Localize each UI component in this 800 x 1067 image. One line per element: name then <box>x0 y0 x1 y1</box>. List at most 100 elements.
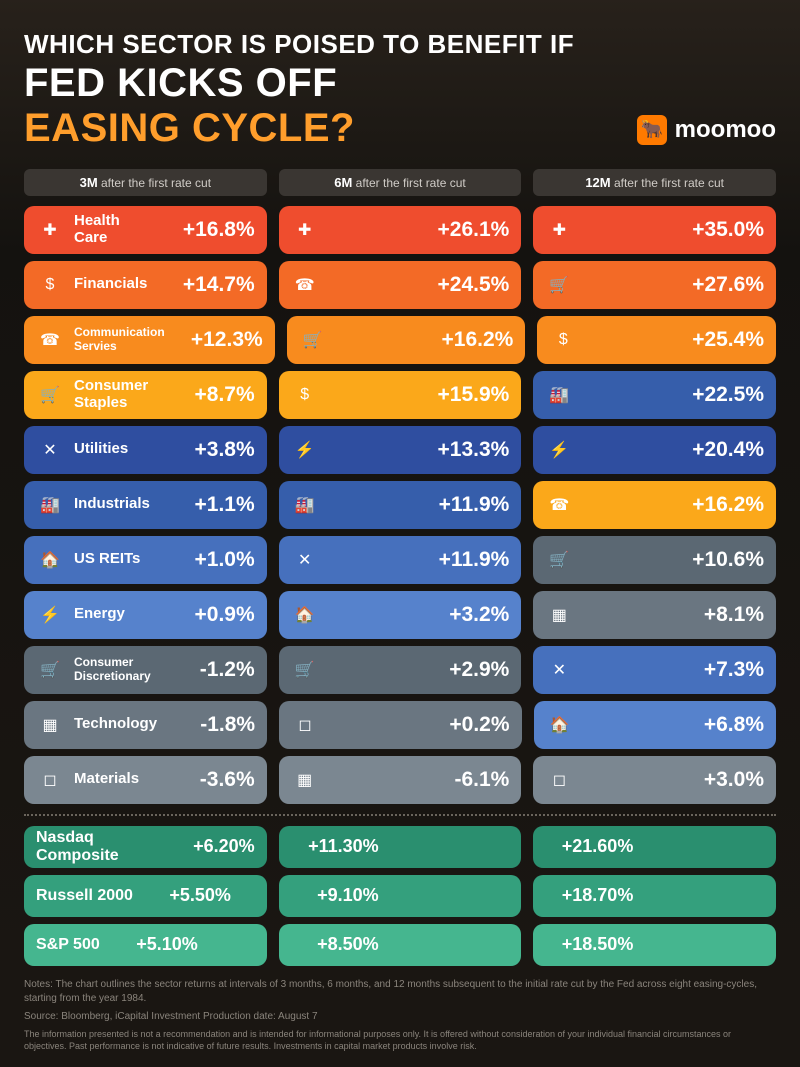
index-cell: Nasdaq Composite+6.20% <box>24 826 267 868</box>
sector-cell: ✚+26.1% <box>279 206 522 254</box>
sector-cell: 🏭 +11.9% <box>279 481 522 529</box>
sector-value: +3.2% <box>421 603 509 627</box>
sector-icon: ⚡ <box>36 601 64 629</box>
sector-value: +16.2% <box>425 328 513 352</box>
sector-icon: ☎ <box>291 271 319 299</box>
sector-name: Consumer Discretionary <box>74 656 157 682</box>
sector-icon: $ <box>291 381 319 409</box>
sector-value: -1.2% <box>167 658 255 682</box>
notes-fine: The information presented is not a recom… <box>24 1028 776 1053</box>
divider <box>24 814 776 816</box>
page-title: WHICH SECTOR IS POISED TO BENEFIT IF FED… <box>24 28 776 151</box>
sector-name: Technology <box>74 716 157 733</box>
sector-value: +2.9% <box>421 658 509 682</box>
sector-cell: 🛒 +2.9% <box>279 646 522 694</box>
sector-cell: 🏭Industrials+1.1% <box>24 481 267 529</box>
notes: Notes: The chart outlines the sector ret… <box>24 978 776 1053</box>
sector-cell: $Financials+14.7% <box>24 261 267 309</box>
sector-name: Financials <box>74 276 157 293</box>
sector-icon: ✚ <box>291 216 319 244</box>
index-cell: +21.60% <box>533 826 776 868</box>
sector-value: +20.4% <box>676 438 764 462</box>
sector-value: +10.6% <box>676 548 764 572</box>
sector-icon: ✚ <box>36 216 64 244</box>
sector-icon: 🏭 <box>545 381 573 409</box>
sector-cell: ✚+35.0% <box>533 206 776 254</box>
sector-row: ▦ Technology -1.8% ◻+0.2% 🏠+6.8% <box>24 701 776 749</box>
brand-logo: 🐂 moomoo <box>637 115 776 145</box>
sector-cell: ⚡+20.4% <box>533 426 776 474</box>
sector-name: Consumer Staples <box>74 378 157 411</box>
sector-value: +24.5% <box>421 273 509 297</box>
sector-icon: 🛒 <box>36 381 64 409</box>
sector-value: +14.7% <box>167 273 255 297</box>
sector-cell: $+25.4% <box>537 316 776 364</box>
sector-name: Energy <box>74 606 157 623</box>
index-value: +6.20% <box>167 836 255 857</box>
column-header: 3M after the first rate cut <box>24 169 267 196</box>
sector-value: +8.7% <box>167 383 255 407</box>
sector-value: +15.9% <box>421 383 509 407</box>
sector-row: ⚡Energy+0.9%🏠+3.2%▦+8.1% <box>24 591 776 639</box>
sector-value: +35.0% <box>676 218 764 242</box>
index-value: +9.10% <box>291 885 379 906</box>
sector-cell: ☎ +24.5% <box>279 261 522 309</box>
sector-row: ◻Materials-3.6%▦-6.1%◻+3.0% <box>24 756 776 804</box>
sector-value: +11.9% <box>421 493 509 517</box>
sector-icon: ◻ <box>545 766 573 794</box>
title-line3: EASING CYCLE? <box>24 106 355 151</box>
sector-value: +6.8% <box>676 713 764 737</box>
sector-icon: ☎ <box>36 326 64 354</box>
sector-cell: 🏠+6.8% <box>534 701 776 749</box>
sector-cell: ☎+16.2% <box>533 481 776 529</box>
sector-icon: 🛒 <box>291 656 319 684</box>
sector-value: -6.1% <box>421 768 509 792</box>
index-value: +5.10% <box>110 934 198 955</box>
sector-value: +3.8% <box>167 438 255 462</box>
sector-icon: ✕ <box>291 546 319 574</box>
index-cell: Russell 2000+5.50% <box>24 875 267 917</box>
sector-name: US REITs <box>74 551 157 568</box>
sector-value: +12.3% <box>175 328 263 352</box>
sector-cell: ◻+3.0% <box>533 756 776 804</box>
sector-row: 🏠US REITs+1.0%✕+11.9%🛒+10.6% <box>24 536 776 584</box>
index-name: Russell 2000 <box>36 887 133 905</box>
brand-name: moomoo <box>675 116 776 144</box>
sector-cell: ▦ Technology -1.8% <box>24 701 267 749</box>
sector-value: +11.9% <box>421 548 509 572</box>
sector-row: $Financials+14.7%☎+24.5%🛒+27.6% <box>24 261 776 309</box>
index-value: +8.50% <box>291 934 379 955</box>
sector-cell: 🏭+22.5% <box>533 371 776 419</box>
sector-value: +1.0% <box>167 548 255 572</box>
sector-cell: ✕Utilities+3.8% <box>24 426 267 474</box>
sector-icon: 🏭 <box>291 491 319 519</box>
sector-cell: $ +15.9% <box>279 371 522 419</box>
index-value: +21.60% <box>545 836 633 857</box>
index-cell: +9.10% <box>279 875 522 917</box>
sector-row: 🛒Consumer Discretionary-1.2%🛒+2.9%✕+7.3% <box>24 646 776 694</box>
index-row: S&P 500+5.10%+8.50%+18.50% <box>24 924 776 966</box>
sector-cell: ⚡ Energy +0.9% <box>24 591 267 639</box>
sector-value: +0.9% <box>167 603 255 627</box>
sector-name: Health Care <box>74 213 157 246</box>
sector-value: +13.3% <box>421 438 509 462</box>
sector-icon: ◻ <box>36 766 64 794</box>
index-cell: +8.50% <box>279 924 522 966</box>
title-line2: FED KICKS OFF <box>24 61 355 106</box>
sector-icon: ▦ <box>36 711 64 739</box>
notes-source: Source: Bloomberg, iCapital Investment P… <box>24 1010 776 1024</box>
sector-cell: ◻+0.2% <box>279 701 521 749</box>
sector-cell: ✕ +11.9% <box>279 536 522 584</box>
sector-cell: 🛒 Consumer Staples +8.7% <box>24 371 267 419</box>
index-cell: +18.70% <box>533 875 776 917</box>
sector-name: Utilities <box>74 441 157 458</box>
index-cell: +11.30% <box>279 826 522 868</box>
sector-icon: ◻ <box>291 711 319 739</box>
sector-cell: 🛒+27.6% <box>533 261 776 309</box>
sector-value: -1.8% <box>167 713 255 737</box>
sector-value: +27.6% <box>676 273 764 297</box>
sector-icon: 🛒 <box>545 546 573 574</box>
sector-value: +25.4% <box>676 328 764 352</box>
sector-cell: 🏠US REITs+1.0% <box>24 536 267 584</box>
sector-row: ✕Utilities+3.8%⚡+13.3%⚡+20.4% <box>24 426 776 474</box>
